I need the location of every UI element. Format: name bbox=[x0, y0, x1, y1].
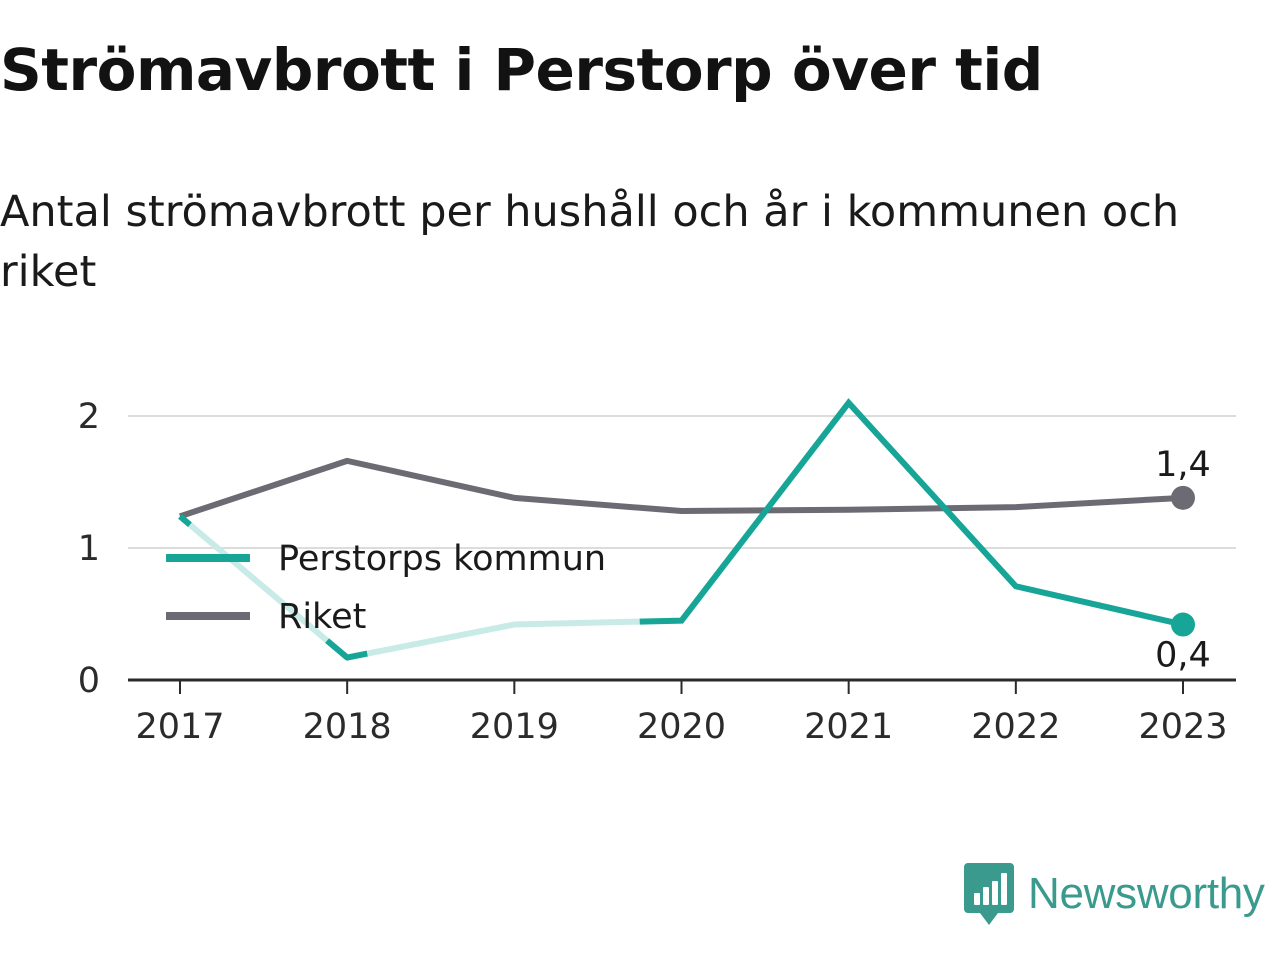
legend: Perstorps kommun Riket bbox=[166, 539, 606, 637]
legend-item-riket: Riket bbox=[166, 597, 366, 637]
end-label-perstorp: 0,4 bbox=[1155, 636, 1211, 676]
x-tick-label: 2020 bbox=[637, 707, 726, 747]
brand-name: Newsworthy bbox=[1028, 869, 1265, 918]
x-tick-label: 2019 bbox=[470, 707, 559, 747]
chart-title: Strömavbrott i Perstorp över tid bbox=[0, 36, 1043, 104]
series-line-perstorp bbox=[639, 398, 1184, 628]
x-tick-label: 2018 bbox=[303, 707, 392, 747]
series-line-perstorp-faded bbox=[188, 522, 640, 661]
series-lines bbox=[178, 398, 1184, 661]
x-tick-label: 2022 bbox=[971, 707, 1060, 747]
x-tick-label: 2023 bbox=[1138, 707, 1227, 747]
gridlines bbox=[128, 415, 1236, 549]
y-tick-label: 1 bbox=[78, 529, 100, 569]
end-labels: 1,4 0,4 bbox=[1155, 445, 1211, 676]
legend-item-perstorp: Perstorps kommun bbox=[166, 539, 606, 579]
y-tick-label: 0 bbox=[78, 661, 100, 701]
legend-label: Perstorps kommun bbox=[278, 539, 606, 579]
endpoint-perstorp bbox=[1171, 612, 1195, 637]
y-axis: 0 1 2 bbox=[78, 397, 100, 701]
endpoint-riket bbox=[1171, 485, 1195, 510]
y-tick-label: 2 bbox=[78, 397, 100, 437]
series-line-perstorp-dip bbox=[325, 638, 368, 661]
end-label-riket: 1,4 bbox=[1155, 445, 1211, 485]
chart-subtitle: Antal strömavbrott per hushåll och år i … bbox=[0, 187, 1180, 297]
series-line-perstorp-start bbox=[178, 514, 192, 528]
newsworthy-logo: Newsworthy bbox=[964, 862, 1265, 926]
x-axis: 2017 2018 2019 2020 2021 2022 2023 bbox=[128, 678, 1236, 747]
x-tick-label: 2017 bbox=[135, 707, 224, 747]
newsworthy-logo-icon bbox=[964, 863, 1014, 925]
legend-label: Riket bbox=[278, 597, 366, 637]
x-tick-label: 2021 bbox=[804, 707, 893, 747]
series-line-riket bbox=[179, 457, 1184, 520]
